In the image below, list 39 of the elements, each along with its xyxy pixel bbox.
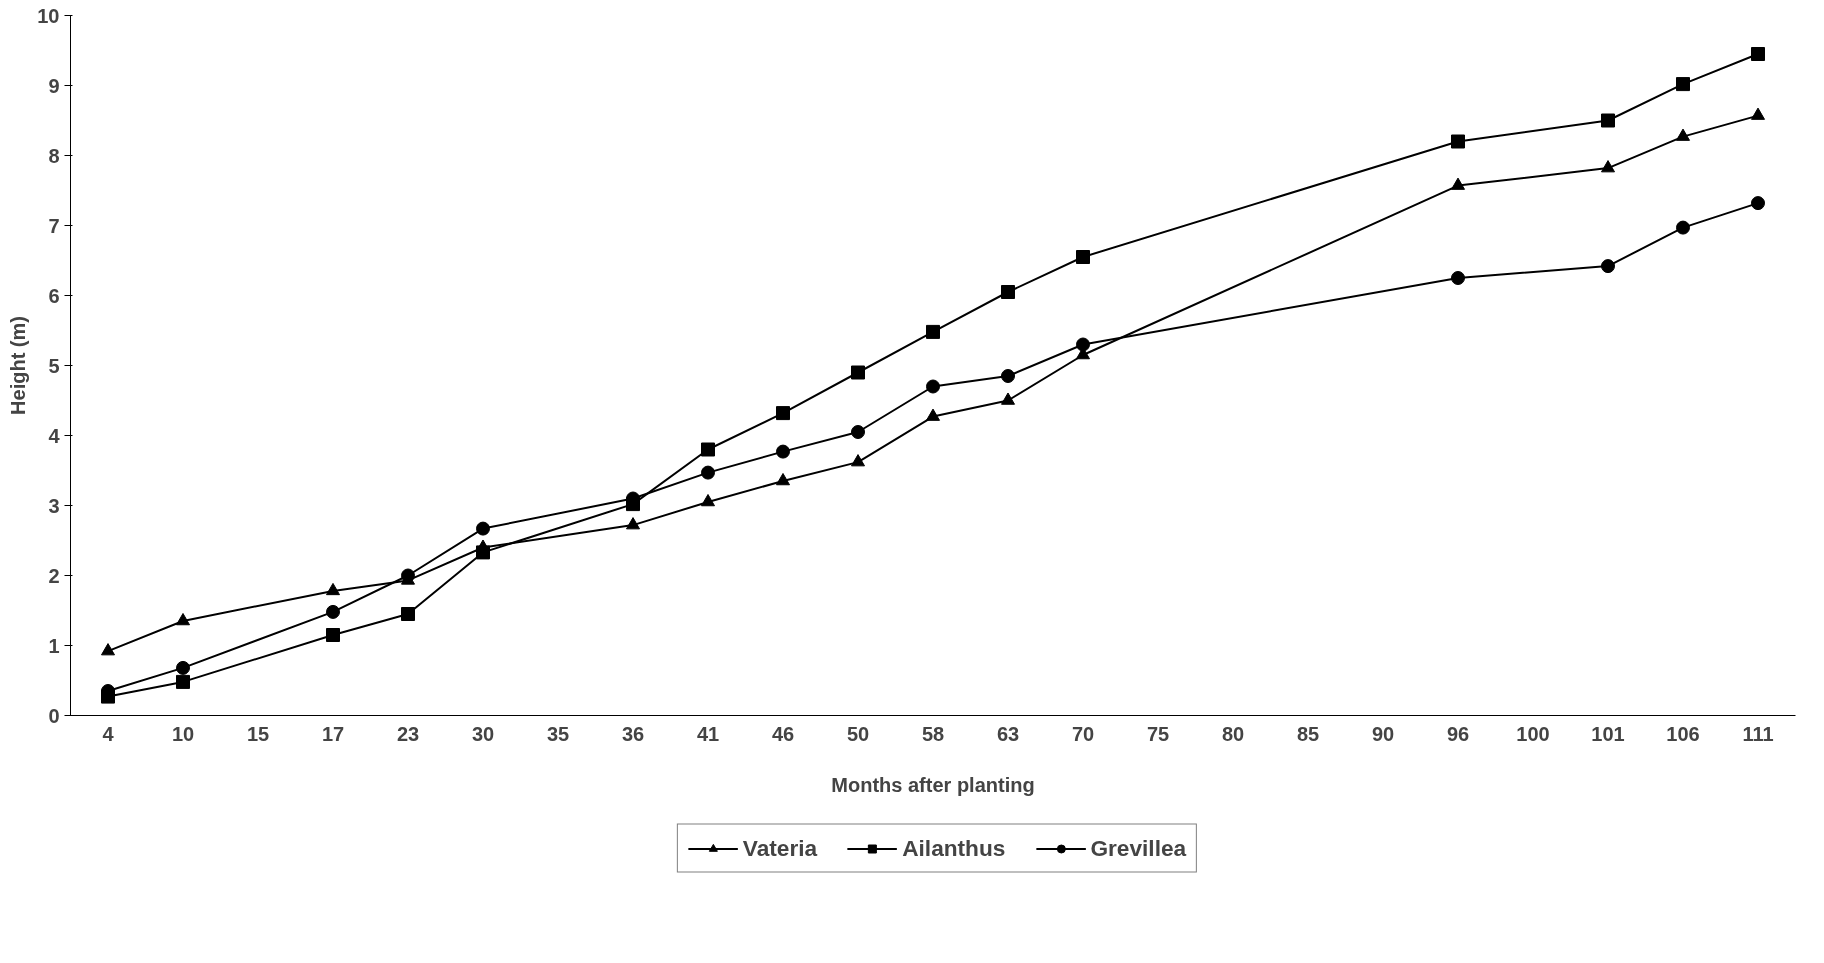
y-tick-label: 5 <box>48 354 60 377</box>
x-tick-label: 23 <box>396 722 420 745</box>
x-tick-label: 41 <box>696 722 720 745</box>
x-tick-label: 70 <box>1071 722 1095 745</box>
y-tick-label: 9 <box>48 74 60 97</box>
x-tick-label: 10 <box>171 722 195 745</box>
x-tick-label: 100 <box>1516 722 1550 745</box>
x-tick-label: 75 <box>1146 722 1170 745</box>
x-tick-label: 46 <box>771 722 795 745</box>
x-tick-label: 35 <box>546 722 570 745</box>
x-tick-label: 4 <box>102 722 115 745</box>
x-tick-label: 96 <box>1446 722 1470 745</box>
x-tick-label: 111 <box>1742 722 1774 745</box>
y-tick-label: 7 <box>48 214 60 237</box>
y-tick-label: 4 <box>48 424 61 447</box>
y-tick-label: 10 <box>37 4 60 27</box>
x-tick-label: 101 <box>1591 722 1625 745</box>
y-tick-label: 0 <box>48 704 60 727</box>
y-axis-title: Height (m) <box>7 316 30 415</box>
x-tick-label: 90 <box>1371 722 1395 745</box>
y-tick-label: 6 <box>48 284 60 307</box>
x-tick-label: 58 <box>921 722 945 745</box>
x-tick-label: 17 <box>321 722 345 745</box>
y-tick-label: 1 <box>48 634 60 657</box>
x-tick-label: 30 <box>471 722 495 745</box>
x-axis-title: Months after planting <box>831 773 1035 796</box>
y-tick-label: 2 <box>48 564 60 587</box>
x-tick-label: 36 <box>621 722 645 745</box>
x-tick-label: 106 <box>1666 722 1700 745</box>
x-tick-label: 15 <box>246 722 270 745</box>
x-tick-label: 85 <box>1296 722 1320 745</box>
legend-label: Grevillea <box>1090 834 1187 862</box>
x-tick-label: 80 <box>1221 722 1245 745</box>
x-tick-label: 50 <box>846 722 870 745</box>
y-tick-label: 3 <box>48 494 60 517</box>
legend-label: Vateria <box>742 834 818 862</box>
legend-label: Ailanthus <box>902 834 1006 862</box>
y-tick-label: 8 <box>48 144 60 167</box>
x-tick-label: 63 <box>996 722 1020 745</box>
